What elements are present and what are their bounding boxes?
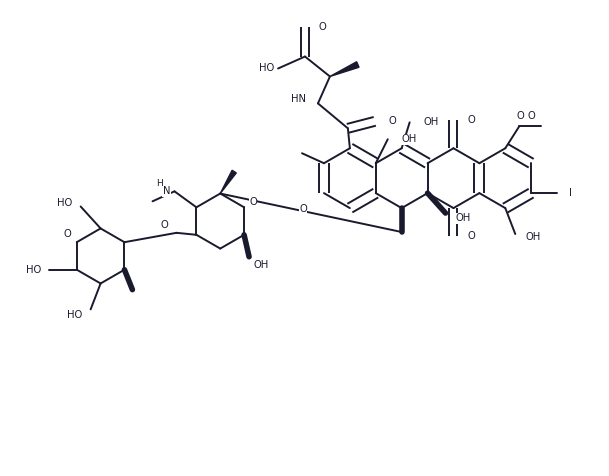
Text: HO: HO: [68, 310, 83, 320]
Text: OH: OH: [402, 134, 417, 144]
Text: HO: HO: [57, 198, 72, 208]
Text: HO: HO: [26, 265, 41, 275]
Text: O: O: [63, 229, 71, 239]
Text: OH: OH: [424, 118, 439, 128]
Text: HO: HO: [259, 63, 274, 73]
Text: H: H: [156, 179, 163, 188]
Text: N: N: [163, 186, 171, 196]
Polygon shape: [220, 170, 236, 194]
Text: HN: HN: [291, 94, 306, 104]
Text: O: O: [161, 220, 169, 230]
Text: O: O: [516, 111, 524, 121]
Text: O: O: [249, 198, 257, 208]
Polygon shape: [330, 62, 359, 77]
Text: OH: OH: [253, 260, 269, 270]
Text: O: O: [468, 115, 475, 125]
Text: O: O: [299, 204, 307, 214]
Text: OH: OH: [456, 213, 471, 223]
Text: O: O: [527, 111, 535, 121]
Text: I: I: [569, 188, 572, 198]
Text: O: O: [319, 21, 326, 31]
Text: O: O: [468, 231, 475, 241]
Text: OH: OH: [525, 232, 540, 242]
Text: O: O: [389, 116, 396, 126]
